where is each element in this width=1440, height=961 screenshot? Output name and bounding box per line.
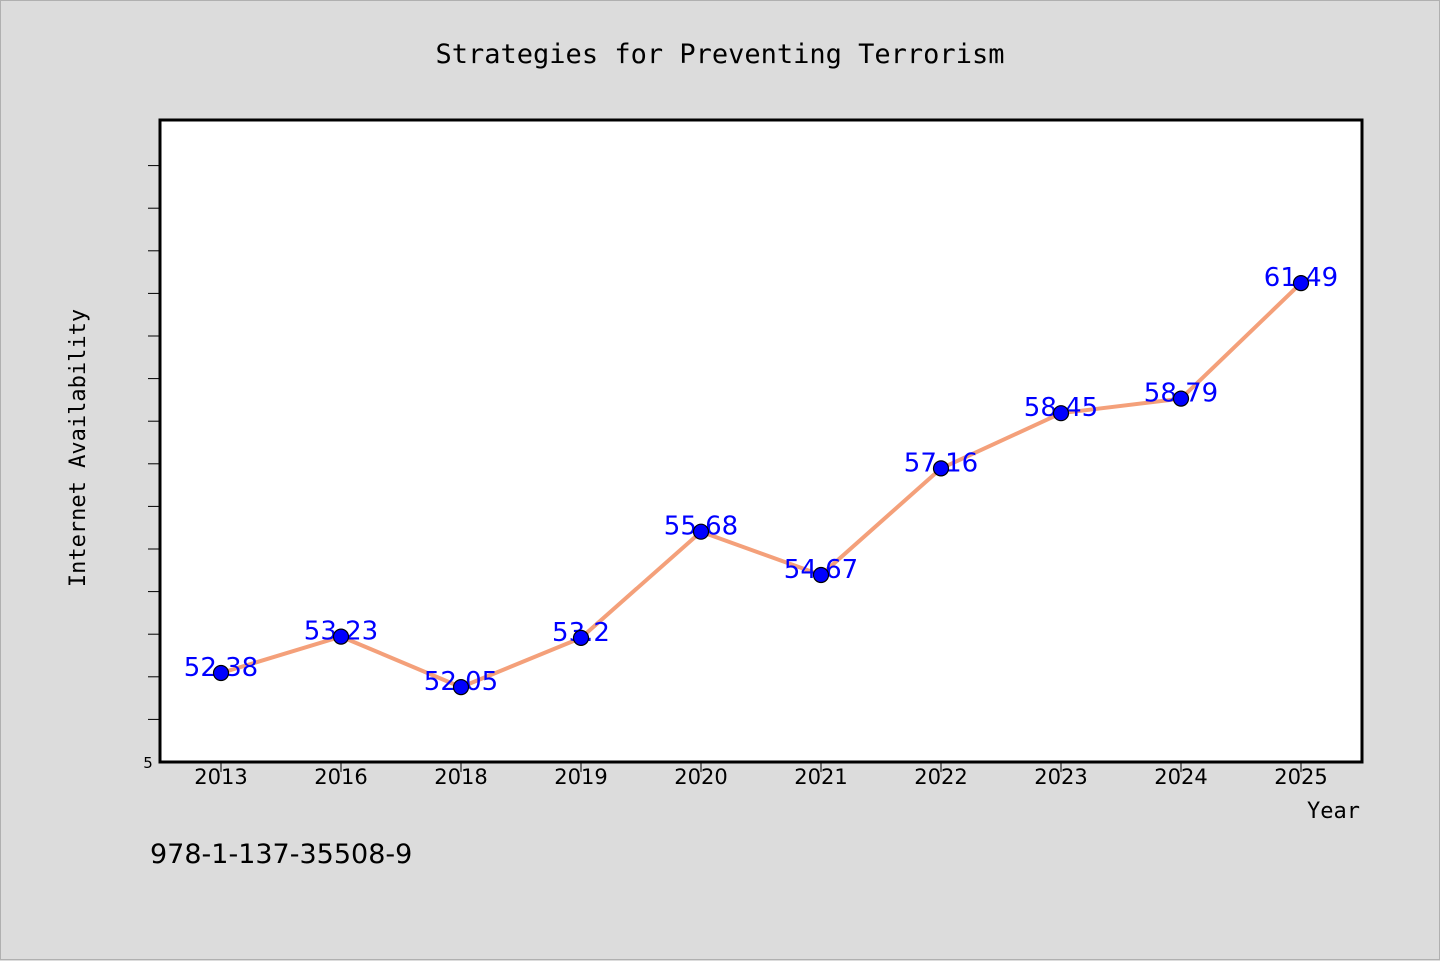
x-tick-label: 2024: [1154, 765, 1207, 789]
data-point: [1292, 275, 1310, 292]
isbn-footnote: 978-1-137-35508-9: [150, 839, 412, 870]
data-point: [1172, 390, 1190, 407]
y-axis-ticks: 5: [143, 165, 160, 772]
x-tick-label: 2018: [434, 765, 487, 789]
x-tick-label: 2013: [194, 765, 247, 789]
y-axis-label: Internet Availability: [66, 309, 91, 587]
series-group: 52.3853.2352.0553.255.6854.6757.1658.455…: [184, 263, 1338, 697]
data-point: [692, 523, 710, 540]
x-tick-label: 2023: [1034, 765, 1087, 789]
x-tick-label: 2025: [1274, 765, 1327, 789]
x-axis-label: Year: [1307, 799, 1360, 824]
series-line: [220, 281, 1303, 690]
data-point: [452, 678, 470, 696]
x-tick-label: 2016: [314, 765, 367, 789]
x-tick-label: 2021: [794, 765, 847, 789]
data-point: [932, 460, 950, 477]
data-point: [1052, 405, 1070, 422]
x-tick-label: 2022: [914, 765, 967, 789]
plot-area: [158, 118, 1364, 764]
data-point: [332, 628, 350, 645]
data-point: [812, 566, 830, 584]
data-point: [572, 629, 590, 647]
data-point: [212, 664, 230, 682]
x-axis-ticks: 2013 2016 2018 2019 2020 2021 2022 2023 2024 2025: [194, 762, 1328, 789]
y-tick-label: 5: [143, 754, 153, 772]
x-tick-label: 2019: [554, 765, 607, 789]
chart-title: Strategies for Preventing Terrorism: [436, 39, 1005, 70]
x-tick-label: 2020: [674, 765, 727, 789]
